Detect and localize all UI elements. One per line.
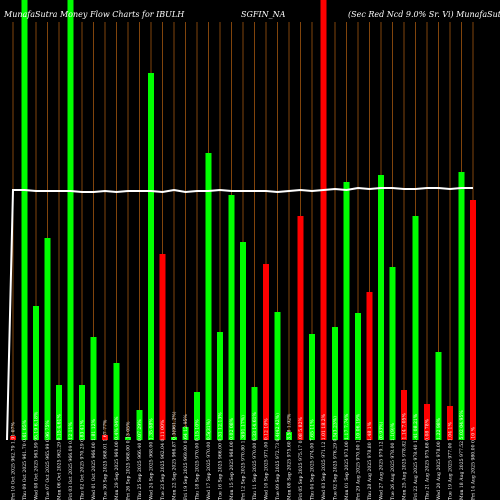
bar — [21, 0, 28, 440]
x-tick-label: Fri 12 Sep 2025 970.80 1.3(91.17%) — [240, 415, 247, 500]
x-tick-label: Mon 15 Sep 2025 968.00 0.02 08% — [229, 417, 235, 500]
bar — [332, 327, 338, 440]
x-tick-label: Tue 16 Sep 2025 966.00 0.31 12.13% — [218, 412, 224, 500]
x-tick-label: Thu 28 Aug 2025 978.80 1.48 1% — [367, 421, 373, 500]
bar — [33, 306, 39, 440]
x-tick-label: Fri 26 Sep 2025 968.00 0.13 05% — [126, 421, 132, 500]
x-tick-label: Wed 17 Sep 2025 970.00 0.5(31%) — [205, 419, 212, 500]
bar — [159, 254, 166, 440]
bar — [136, 410, 143, 440]
bar — [297, 216, 304, 440]
chart-title-right: (Sec Red Ncd 9.0% Sr. Vi) MunafaSutra.co… — [348, 10, 500, 19]
bar — [320, 0, 327, 440]
bar — [171, 437, 177, 440]
bar — [90, 337, 97, 440]
x-tick-label: Tue 09 Sep 2025 972.73 6.4(42.42%) — [274, 413, 281, 500]
x-tick-label: Tue 23 Sep 2025 962.04 0.11 00% — [160, 419, 166, 500]
x-tick-label: Thu 18 Sep 2025 970.00 0.15 10% — [195, 419, 201, 500]
bar — [401, 390, 407, 440]
bar — [148, 73, 154, 440]
bar — [378, 175, 384, 440]
x-tick-label: Mon 01 Sep 2025 973.00 1.17 7.74% — [344, 413, 350, 500]
x-tick-label: Wed 08 Oct 2025 963.99 95.19 6.18% — [34, 411, 40, 500]
price-line-path — [6, 186, 473, 441]
bar — [79, 385, 85, 440]
x-tick-label: Wed 01 Oct 2025 966.00 1.81 12% — [91, 418, 97, 500]
x-tick-label: Tue 30 Sep 2025 968.01 1.67 77% — [103, 419, 109, 500]
x-tick-label: Fri 29 Aug 2025 970.00 1.10 06.19% — [356, 413, 362, 500]
bar — [263, 264, 269, 440]
bar — [274, 312, 281, 440]
bar — [251, 387, 258, 440]
bar — [286, 432, 292, 440]
bar-series — [10, 0, 476, 440]
chart-title-left: MunafaSutra Money Flow Charts for IBULH — [3, 10, 185, 19]
x-tick-label: Wed 20 Aug 2025 978.00 1.22 98% — [436, 417, 442, 500]
bar — [458, 172, 465, 440]
bar — [67, 0, 74, 440]
bar — [182, 427, 189, 440]
bar — [309, 334, 315, 440]
x-tick-label: Thu 21 Aug 2025 975.68 0.08 78% — [425, 418, 431, 500]
x-tick-label: Mon 22 Sep 2025 966.87 0.3(961.2%) — [171, 411, 178, 500]
price-line — [6, 186, 473, 441]
x-tick-label: Mon 18 Aug 2025 977.52 5.02 04.95% — [459, 410, 465, 500]
bar — [343, 182, 350, 440]
bar — [424, 404, 430, 440]
bar — [102, 435, 108, 440]
chart-title-middle: SGFIN_NA — [241, 10, 286, 19]
x-tick-label: Tue 26 Aug 2025 978.00 1.1(9)% — [389, 422, 396, 500]
x-tick-label: Mon 29 Sep 2025 969.00 0.4% 04% — [114, 416, 120, 500]
x-tick-label: Thu 02 Oct 2025 970.29 0.83 41% — [80, 419, 86, 500]
bar — [412, 216, 419, 440]
x-tick-label: Fri 19 Sep 2025 969.00 0.64 12.95% — [183, 414, 189, 500]
x-tick-label: Mon 08 Sep 2025 975.60 3.58 1.92% — [287, 413, 293, 500]
x-tick-label: Wed 24 Sep 2025 968.00 1.35 08% — [149, 418, 155, 500]
bar — [366, 292, 373, 440]
x-tick-label: Mon 25 Aug 2025 978.82 1.14 7.05% — [402, 413, 408, 500]
x-tick-label: Wed 03 Sep 2025 971.12 1.01 18.2% — [321, 413, 327, 500]
bar — [125, 437, 131, 440]
bar — [44, 238, 51, 440]
x-tick-label: Wed 27 Aug 2025 979.12 (0.93%) — [378, 421, 385, 500]
x-tick-label: Fri 10 Oct 2025 962.79 1.91 07% — [11, 422, 17, 500]
bar — [389, 267, 396, 440]
x-tick-label: Thu 25 Sep 2025 966.40 0.07 29% — [137, 419, 143, 500]
x-tick-label: Fri 03 Oct 2025 966.09 0.12 11% — [68, 422, 74, 500]
x-tick-label: Thu 11 Sep 2025 970.00 0.33 14.61% — [252, 411, 258, 500]
bar — [470, 200, 476, 440]
bar — [435, 352, 442, 440]
bar — [56, 385, 62, 440]
x-tick-labels: Fri 10 Oct 2025 962.79 1.91 07% Thu 09 Oc… — [11, 410, 477, 500]
x-tick-label: Tue 02 Sep 2025 976.29 0.5(3.23%) — [332, 416, 339, 500]
x-tick-label: Tue 19 Aug 2025 977.00 1.04 1% — [448, 422, 454, 500]
x-tick-label: Fri 05 Sep 2025 975.17 0.08 5.82% — [298, 417, 304, 500]
bar — [228, 195, 235, 440]
bar — [240, 242, 246, 440]
bar — [447, 406, 453, 440]
x-tick-label: Wed 10 Sep 2025 971.00 0.12 10% — [264, 418, 270, 500]
x-tick-label: Thu 09 Oct 2025 961.70 0.61 05% — [22, 419, 28, 500]
bar — [205, 153, 212, 440]
bar — [113, 363, 120, 440]
bar — [194, 392, 200, 440]
x-tick-label: Mon 06 Oct 2025 962.29 0.15 4.61% — [57, 414, 63, 500]
bar — [10, 436, 16, 440]
x-tick-label: Tue 07 Oct 2025 965.99 0.96 75% — [45, 420, 51, 500]
x-tick-label: Thu 04 Sep 2025 974.00 7.65 11% — [310, 419, 316, 500]
x-tick-label: Fri 14 Aug 2025 980.00 0.10 % — [471, 426, 477, 500]
bar — [217, 332, 223, 440]
x-tick-label: Fri 22 Aug 2025 978.40 1.41 08.21% — [413, 413, 419, 500]
bar — [355, 313, 361, 440]
